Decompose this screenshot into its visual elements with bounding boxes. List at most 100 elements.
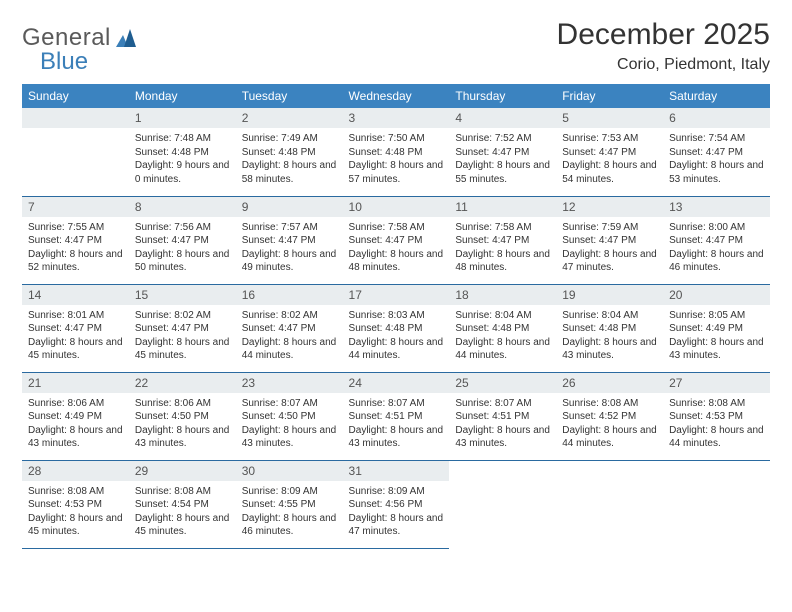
daylight-line: Daylight: 8 hours and 45 minutes. (135, 336, 230, 363)
day-body: Sunrise: 7:56 AMSunset: 4:47 PMDaylight:… (129, 217, 236, 279)
sunset-line: Sunset: 4:47 PM (135, 234, 230, 248)
logo-text-blue: Blue (40, 48, 88, 75)
sunrise-line: Sunrise: 8:07 AM (455, 397, 550, 411)
sunrise-line: Sunrise: 7:58 AM (455, 221, 550, 235)
daylight-line: Daylight: 8 hours and 48 minutes. (455, 248, 550, 275)
calendar-cell: 13Sunrise: 8:00 AMSunset: 4:47 PMDayligh… (663, 196, 770, 284)
sunset-line: Sunset: 4:47 PM (562, 146, 657, 160)
daylight-line: Daylight: 8 hours and 43 minutes. (669, 336, 764, 363)
day-body: Sunrise: 7:57 AMSunset: 4:47 PMDaylight:… (236, 217, 343, 279)
day-body: Sunrise: 8:07 AMSunset: 4:51 PMDaylight:… (449, 393, 556, 455)
calendar-cell (449, 460, 556, 548)
calendar-cell: 17Sunrise: 8:03 AMSunset: 4:48 PMDayligh… (343, 284, 450, 372)
calendar-cell: 4Sunrise: 7:52 AMSunset: 4:47 PMDaylight… (449, 108, 556, 196)
day-body: Sunrise: 8:09 AMSunset: 4:55 PMDaylight:… (236, 481, 343, 543)
sunset-line: Sunset: 4:47 PM (135, 322, 230, 336)
day-body: Sunrise: 8:07 AMSunset: 4:50 PMDaylight:… (236, 393, 343, 455)
weekday-header-row: Sunday Monday Tuesday Wednesday Thursday… (22, 84, 770, 108)
day-body: Sunrise: 8:08 AMSunset: 4:54 PMDaylight:… (129, 481, 236, 543)
day-body: Sunrise: 7:49 AMSunset: 4:48 PMDaylight:… (236, 128, 343, 190)
calendar-cell: 9Sunrise: 7:57 AMSunset: 4:47 PMDaylight… (236, 196, 343, 284)
calendar-cell: 7Sunrise: 7:55 AMSunset: 4:47 PMDaylight… (22, 196, 129, 284)
day-body: Sunrise: 8:02 AMSunset: 4:47 PMDaylight:… (129, 305, 236, 367)
calendar-cell: 5Sunrise: 7:53 AMSunset: 4:47 PMDaylight… (556, 108, 663, 196)
daylight-line: Daylight: 8 hours and 53 minutes. (669, 159, 764, 186)
day-body: Sunrise: 8:06 AMSunset: 4:49 PMDaylight:… (22, 393, 129, 455)
day-number: 27 (663, 373, 770, 393)
day-body: Sunrise: 8:03 AMSunset: 4:48 PMDaylight:… (343, 305, 450, 367)
calendar-row: 28Sunrise: 8:08 AMSunset: 4:53 PMDayligh… (22, 460, 770, 548)
weekday-header: Tuesday (236, 84, 343, 108)
day-body: Sunrise: 7:58 AMSunset: 4:47 PMDaylight:… (343, 217, 450, 279)
day-number: 21 (22, 373, 129, 393)
calendar-cell: 26Sunrise: 8:08 AMSunset: 4:52 PMDayligh… (556, 372, 663, 460)
sunrise-line: Sunrise: 8:07 AM (242, 397, 337, 411)
day-body: Sunrise: 8:05 AMSunset: 4:49 PMDaylight:… (663, 305, 770, 367)
sunrise-line: Sunrise: 8:09 AM (349, 485, 444, 499)
calendar-cell (22, 108, 129, 196)
day-body: Sunrise: 7:52 AMSunset: 4:47 PMDaylight:… (449, 128, 556, 190)
day-body: Sunrise: 7:50 AMSunset: 4:48 PMDaylight:… (343, 128, 450, 190)
sunset-line: Sunset: 4:48 PM (562, 322, 657, 336)
sunset-line: Sunset: 4:47 PM (242, 234, 337, 248)
sunrise-line: Sunrise: 8:08 AM (669, 397, 764, 411)
calendar-cell: 29Sunrise: 8:08 AMSunset: 4:54 PMDayligh… (129, 460, 236, 548)
day-number: 4 (449, 108, 556, 128)
empty-day-number (22, 108, 129, 128)
sunset-line: Sunset: 4:52 PM (562, 410, 657, 424)
sunset-line: Sunset: 4:48 PM (135, 146, 230, 160)
daylight-line: Daylight: 8 hours and 43 minutes. (349, 424, 444, 451)
sunset-line: Sunset: 4:51 PM (455, 410, 550, 424)
sunset-line: Sunset: 4:47 PM (242, 322, 337, 336)
calendar-cell: 24Sunrise: 8:07 AMSunset: 4:51 PMDayligh… (343, 372, 450, 460)
sunrise-line: Sunrise: 7:55 AM (28, 221, 123, 235)
sunset-line: Sunset: 4:47 PM (562, 234, 657, 248)
sunset-line: Sunset: 4:47 PM (669, 146, 764, 160)
calendar-cell (663, 460, 770, 548)
calendar-cell: 19Sunrise: 8:04 AMSunset: 4:48 PMDayligh… (556, 284, 663, 372)
calendar-cell: 16Sunrise: 8:02 AMSunset: 4:47 PMDayligh… (236, 284, 343, 372)
day-number: 28 (22, 461, 129, 481)
day-body: Sunrise: 8:08 AMSunset: 4:52 PMDaylight:… (556, 393, 663, 455)
daylight-line: Daylight: 8 hours and 44 minutes. (562, 424, 657, 451)
daylight-line: Daylight: 8 hours and 44 minutes. (669, 424, 764, 451)
daylight-line: Daylight: 8 hours and 48 minutes. (349, 248, 444, 275)
day-number: 7 (22, 197, 129, 217)
calendar-row: 7 Sunrise: 7:55 AM Sunset: 4:47 PM Daylight… (22, 196, 770, 284)
calendar-cell: 12Sunrise: 7:59 AMSunset: 4:47 PMDayligh… (556, 196, 663, 284)
day-number: 18 (449, 285, 556, 305)
calendar-cell: 30Sunrise: 8:09 AMSunset: 4:55 PMDayligh… (236, 460, 343, 548)
daylight-line: Daylight: 9 hours and 0 minutes. (135, 159, 230, 186)
day-number: 24 (343, 373, 450, 393)
daylight-line: Daylight: 8 hours and 45 minutes. (28, 336, 123, 363)
sunrise-line: Sunrise: 8:09 AM (242, 485, 337, 499)
sunset-line: Sunset: 4:54 PM (135, 498, 230, 512)
daylight-line: Daylight: 8 hours and 43 minutes. (562, 336, 657, 363)
day-number: 30 (236, 461, 343, 481)
calendar-row: 1Sunrise: 7:48 AMSunset: 4:48 PMDaylight… (22, 108, 770, 196)
sunrise-line: Sunrise: 8:07 AM (349, 397, 444, 411)
daylight-line: Daylight: 8 hours and 47 minutes. (349, 512, 444, 539)
daylight-line: Daylight: 8 hours and 44 minutes. (455, 336, 550, 363)
day-number: 23 (236, 373, 343, 393)
day-body: Sunrise: 8:02 AMSunset: 4:47 PMDaylight:… (236, 305, 343, 367)
calendar-cell: 6Sunrise: 7:54 AMSunset: 4:47 PMDaylight… (663, 108, 770, 196)
day-number: 15 (129, 285, 236, 305)
sunrise-line: Sunrise: 8:08 AM (28, 485, 123, 499)
sunrise-line: Sunrise: 7:57 AM (242, 221, 337, 235)
sunrise-line: Sunrise: 7:48 AM (135, 132, 230, 146)
weekday-header: Friday (556, 84, 663, 108)
daylight-line: Daylight: 8 hours and 57 minutes. (349, 159, 444, 186)
sunrise-line: Sunrise: 8:06 AM (28, 397, 123, 411)
sunrise-line: Sunrise: 8:01 AM (28, 309, 123, 323)
sunset-line: Sunset: 4:56 PM (349, 498, 444, 512)
day-number: 14 (22, 285, 129, 305)
calendar-cell: 18Sunrise: 8:04 AMSunset: 4:48 PMDayligh… (449, 284, 556, 372)
day-number: 17 (343, 285, 450, 305)
day-number: 2 (236, 108, 343, 128)
sunset-line: Sunset: 4:48 PM (349, 146, 444, 160)
sunset-line: Sunset: 4:48 PM (242, 146, 337, 160)
calendar-body: 1Sunrise: 7:48 AMSunset: 4:48 PMDaylight… (22, 108, 770, 548)
sunset-line: Sunset: 4:50 PM (242, 410, 337, 424)
day-number: 9 (236, 197, 343, 217)
